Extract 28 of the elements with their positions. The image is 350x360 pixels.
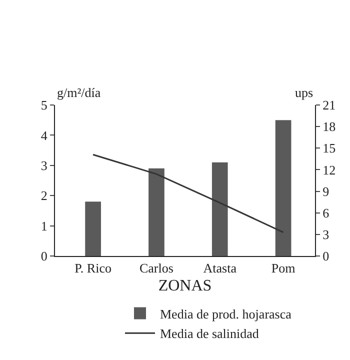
y2-tick-label: 18 (322, 119, 336, 134)
y-axis-title: g/m²/día (57, 85, 101, 100)
y-tick-label: 5 (40, 98, 48, 113)
y2-tick-label: 9 (322, 184, 330, 199)
y-tick-label: 4 (40, 128, 48, 143)
y2-tick-label: 3 (322, 226, 330, 242)
y-tick-label: 2 (40, 188, 48, 204)
y2-tick-label: 15 (322, 140, 336, 156)
x-tick-label: Pom (271, 260, 296, 276)
bar (85, 202, 101, 256)
x-axis-title: ZONAS (158, 277, 212, 294)
y2-tick-label: 6 (322, 205, 330, 220)
y-tick-label: 0 (40, 248, 48, 264)
bar (212, 162, 228, 256)
legend-label: Media de prod. hojarasca (160, 306, 292, 322)
x-tick-label: Carlos (139, 260, 174, 276)
y2-tick-label: 12 (322, 162, 336, 178)
bar (148, 168, 164, 256)
y2-tick-label: 21 (322, 98, 336, 113)
legend-label: Media de salinidad (160, 326, 260, 342)
x-tick-label: Atasta (203, 260, 237, 276)
y2-tick-label: 0 (322, 248, 330, 264)
line-series (92, 154, 284, 234)
y-tick-label: 3 (40, 158, 48, 173)
y2-axis-title: ups (295, 85, 314, 100)
x-tick-label: P. Rico (74, 260, 112, 276)
y-tick-label: 1 (40, 218, 48, 234)
bar (275, 120, 292, 256)
